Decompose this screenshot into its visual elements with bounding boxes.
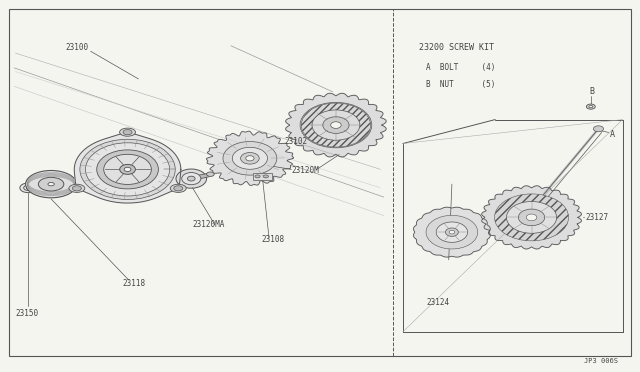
Text: A: A (609, 130, 614, 139)
Text: B: B (589, 87, 595, 96)
Ellipse shape (170, 184, 186, 192)
Circle shape (263, 175, 268, 178)
Ellipse shape (300, 102, 372, 148)
Text: A  BOLT     (4): A BOLT (4) (426, 63, 496, 72)
Polygon shape (413, 207, 490, 257)
Text: 23120MA: 23120MA (193, 220, 225, 229)
Circle shape (174, 186, 182, 191)
Circle shape (20, 183, 36, 193)
Text: 23127: 23127 (586, 213, 609, 222)
Ellipse shape (526, 214, 537, 221)
Polygon shape (74, 133, 181, 203)
Ellipse shape (120, 128, 136, 136)
Ellipse shape (97, 150, 159, 189)
Ellipse shape (449, 230, 454, 234)
Text: 23108: 23108 (261, 235, 285, 244)
Ellipse shape (176, 169, 207, 188)
Ellipse shape (331, 122, 341, 128)
Ellipse shape (182, 173, 201, 185)
Ellipse shape (48, 183, 54, 186)
Polygon shape (285, 93, 386, 157)
Ellipse shape (80, 139, 175, 199)
Ellipse shape (38, 177, 64, 191)
Circle shape (24, 185, 33, 190)
Polygon shape (482, 186, 581, 249)
Ellipse shape (506, 202, 557, 233)
Text: 23118: 23118 (122, 279, 145, 288)
Ellipse shape (104, 154, 152, 185)
Ellipse shape (246, 156, 254, 161)
Ellipse shape (518, 209, 545, 226)
Text: 23102: 23102 (284, 137, 307, 146)
Text: 23100: 23100 (65, 43, 88, 52)
Ellipse shape (69, 184, 85, 192)
Ellipse shape (495, 194, 568, 241)
Text: 23120M: 23120M (291, 166, 319, 175)
Text: 23200 SCREW KIT: 23200 SCREW KIT (419, 43, 494, 52)
Circle shape (593, 126, 604, 132)
Circle shape (586, 104, 595, 109)
Ellipse shape (241, 153, 259, 164)
Text: B  NUT      (5): B NUT (5) (426, 80, 496, 89)
Ellipse shape (312, 110, 360, 140)
Ellipse shape (188, 176, 195, 181)
Polygon shape (207, 131, 293, 186)
Ellipse shape (26, 170, 77, 198)
Ellipse shape (86, 143, 170, 196)
Text: 23124: 23124 (426, 298, 449, 307)
Text: 23150: 23150 (15, 309, 38, 318)
Ellipse shape (323, 117, 349, 134)
Ellipse shape (426, 215, 478, 249)
Ellipse shape (124, 167, 131, 171)
Circle shape (207, 172, 214, 176)
Circle shape (123, 129, 132, 135)
Ellipse shape (120, 164, 136, 174)
Ellipse shape (445, 228, 458, 236)
Ellipse shape (223, 141, 277, 175)
Bar (253, 173, 272, 180)
Text: JP3 006S: JP3 006S (584, 358, 618, 365)
Ellipse shape (436, 222, 468, 242)
Circle shape (589, 106, 593, 108)
Circle shape (255, 175, 260, 178)
Circle shape (72, 186, 81, 191)
Ellipse shape (301, 103, 371, 147)
Ellipse shape (232, 147, 268, 169)
